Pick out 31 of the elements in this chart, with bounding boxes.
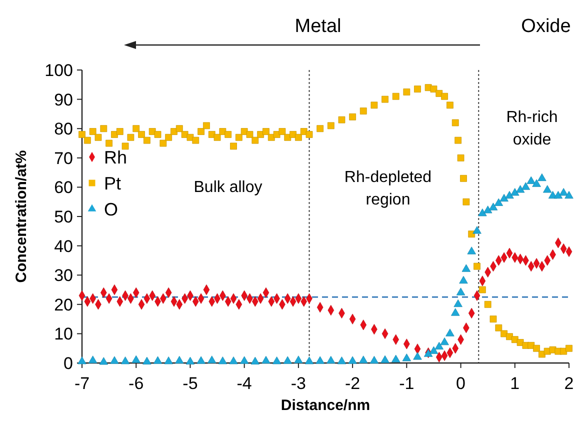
legend-label: O <box>104 199 118 220</box>
y-tick-label: 90 <box>54 90 73 110</box>
y-tick-label: 70 <box>54 148 73 168</box>
y-axis-title: Concentration/at% <box>13 150 30 283</box>
y-tick-label: 30 <box>54 266 73 286</box>
y-tick-label: 100 <box>44 60 73 80</box>
annotation: Bulk alloy <box>194 179 262 196</box>
x-tick-label: 1 <box>510 374 520 393</box>
x-tick-label: -5 <box>182 374 198 393</box>
y-tick-label: 40 <box>54 236 73 256</box>
text: Oxide <box>521 16 571 37</box>
x-tick-label: -1 <box>399 374 414 393</box>
annotation: Rh-rich oxide <box>506 109 558 148</box>
y-tick-label: 80 <box>54 120 73 139</box>
x-tick-label: 2 <box>564 374 574 393</box>
x-tick-label: -2 <box>344 374 360 393</box>
x-tick-label: -6 <box>128 374 144 393</box>
legend-label: Pt <box>104 173 122 194</box>
y-tick-label: 20 <box>54 295 73 314</box>
text: Metal <box>294 16 342 37</box>
x-axis-title: Distance/nm <box>280 397 370 414</box>
y-tick-label: 0 <box>64 354 73 373</box>
legend-label: Rh <box>104 147 128 168</box>
y-tick-label: 50 <box>54 207 73 226</box>
x-tick-label: -3 <box>290 374 306 393</box>
y-tick-label: 10 <box>54 324 73 344</box>
x-tick-label: -4 <box>236 374 252 393</box>
annotation: Rh-depleted region <box>344 169 432 208</box>
x-tick-label: -7 <box>74 374 90 393</box>
x-tick-label: 0 <box>456 374 466 393</box>
y-tick-label: 60 <box>54 178 73 198</box>
